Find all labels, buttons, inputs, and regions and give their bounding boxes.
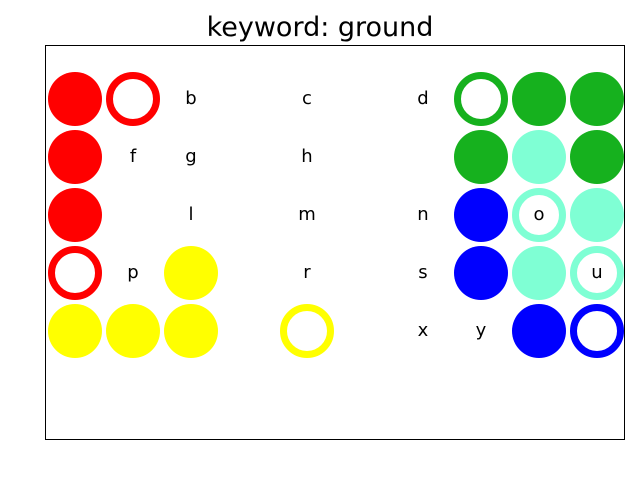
letter-cell-g[interactable]: g: [185, 146, 197, 167]
mint-circle-token[interactable]: [570, 188, 624, 242]
letter-cell-x[interactable]: x: [417, 320, 429, 341]
green-circle-token[interactable]: [570, 130, 624, 184]
yellow-ring-token[interactable]: [280, 304, 334, 358]
blue-circle-token[interactable]: [512, 304, 566, 358]
letter-cell-l[interactable]: l: [188, 204, 194, 225]
yellow-circle-token[interactable]: [48, 304, 102, 358]
red-circle-token[interactable]: [48, 72, 102, 126]
letter-cell-b[interactable]: b: [185, 88, 197, 109]
mint-circle-token[interactable]: [512, 246, 566, 300]
letter-cell-d[interactable]: d: [417, 88, 429, 109]
letter-cell-y[interactable]: y: [475, 320, 487, 341]
red-circle-token[interactable]: [48, 188, 102, 242]
blue-circle-token[interactable]: [454, 246, 508, 300]
red-ring-token[interactable]: [106, 72, 160, 126]
yellow-circle-token[interactable]: [164, 304, 218, 358]
blue-ring-token[interactable]: [570, 304, 624, 358]
yellow-circle-token[interactable]: [106, 304, 160, 358]
mint-ring-token[interactable]: [512, 188, 566, 242]
yellow-circle-token[interactable]: [164, 246, 218, 300]
green-ring-token[interactable]: [454, 72, 508, 126]
red-circle-token[interactable]: [48, 130, 102, 184]
letter-cell-u[interactable]: u: [591, 262, 603, 283]
green-circle-token[interactable]: [512, 72, 566, 126]
green-circle-token[interactable]: [570, 72, 624, 126]
letter-cell-s[interactable]: s: [418, 262, 428, 283]
mint-ring-token[interactable]: [570, 246, 624, 300]
letter-cell-p[interactable]: p: [127, 262, 139, 283]
letter-cell-h[interactable]: h: [301, 146, 313, 167]
letter-cell-r[interactable]: r: [303, 262, 311, 283]
mint-circle-token[interactable]: [512, 130, 566, 184]
blue-circle-token[interactable]: [454, 188, 508, 242]
keyword-title: keyword: ground: [206, 12, 434, 43]
letter-cell-f[interactable]: f: [129, 146, 137, 167]
letter-cell-m[interactable]: m: [298, 204, 316, 225]
red-ring-token[interactable]: [48, 246, 102, 300]
letter-cell-o[interactable]: o: [533, 204, 545, 225]
letter-cell-n[interactable]: n: [417, 204, 429, 225]
green-circle-token[interactable]: [454, 130, 508, 184]
letter-cell-c[interactable]: c: [302, 88, 312, 109]
game-board: b c d f g h l m n o p r s u x y: [45, 45, 625, 440]
